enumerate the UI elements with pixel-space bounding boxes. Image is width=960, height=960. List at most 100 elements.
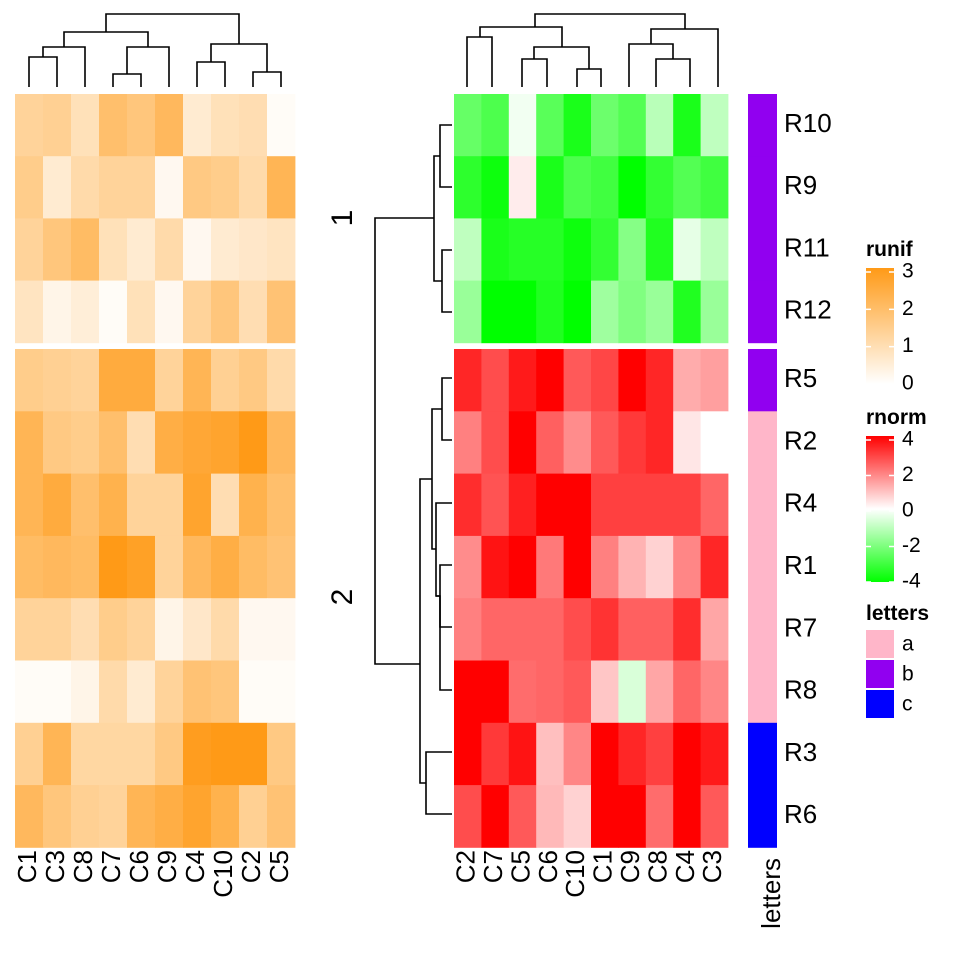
- runif-cell: [267, 94, 296, 157]
- rnorm-cell: [618, 722, 647, 786]
- letters-annotation-cell: [748, 280, 777, 344]
- letters-legend-swatch: [866, 690, 894, 718]
- rnorm-cell: [454, 411, 482, 474]
- row-labels: R10 R9 R11 R12 R5 R2 R4 R1 R7 R8 R3 R6: [784, 108, 832, 829]
- runif-cell: [15, 411, 44, 474]
- runif-cell: [183, 218, 212, 281]
- runif-cell: [155, 598, 184, 661]
- runif-column-label: C3: [40, 850, 70, 883]
- runif-cell: [155, 156, 184, 219]
- row-label: R4: [784, 488, 817, 518]
- rnorm-cell: [563, 473, 592, 537]
- rnorm-cell: [700, 473, 729, 537]
- runif-cell: [43, 785, 72, 848]
- runif-cell: [267, 473, 296, 537]
- runif-cell: [183, 349, 212, 412]
- rnorm-cell: [454, 785, 482, 848]
- rnorm-row-dendrogram: [374, 124, 452, 815]
- runif-cell: [211, 94, 240, 157]
- letters-annotation-cell: [748, 722, 777, 786]
- runif-cell: [99, 785, 128, 848]
- rnorm-cell: [481, 598, 510, 661]
- rnorm-cell: [645, 598, 674, 661]
- runif-column-label: C6: [124, 850, 154, 883]
- letters-annotation-cell: [748, 156, 777, 219]
- rnorm-column-label: C3: [697, 850, 727, 883]
- rnorm-cell: [481, 94, 510, 157]
- rnorm-cell: [591, 785, 619, 848]
- runif-cell: [211, 722, 240, 786]
- rnorm-cell: [481, 349, 510, 412]
- row-split-label: 1: [326, 210, 359, 227]
- letters-annotation-cell: [748, 660, 777, 724]
- rnorm-cell: [618, 280, 647, 344]
- runif-column-dendrogram: [28, 13, 282, 87]
- runif-cell: [43, 218, 72, 281]
- rnorm-cell: [508, 280, 537, 344]
- rnorm-cell: [673, 535, 701, 599]
- rnorm-cell: [481, 280, 510, 344]
- rnorm-cell: [618, 598, 647, 661]
- runif-cell: [15, 535, 44, 599]
- letters-annotation-cell: [748, 94, 777, 157]
- rnorm-cell: [700, 349, 729, 412]
- rnorm-cell: [591, 156, 619, 219]
- rnorm-cell: [700, 722, 729, 786]
- runif-cell: [155, 411, 184, 474]
- runif-cell: [155, 722, 184, 786]
- runif-cell: [211, 218, 240, 281]
- rnorm-cell: [700, 280, 729, 344]
- rnorm-cell: [454, 535, 482, 599]
- rnorm-cell: [591, 722, 619, 786]
- runif-cell: [43, 280, 72, 344]
- runif-cell: [211, 280, 240, 344]
- rnorm-cell: [645, 722, 674, 786]
- rnorm-cell: [536, 156, 564, 219]
- runif-cell: [15, 473, 44, 537]
- rnorm-cell: [591, 280, 619, 344]
- rnorm-cell: [536, 349, 564, 412]
- rnorm-cell: [508, 473, 537, 537]
- runif-cell: [127, 598, 156, 661]
- runif-cell: [43, 349, 72, 412]
- rnorm-cell: [481, 473, 510, 537]
- rnorm-cell: [673, 156, 701, 219]
- runif-cell: [239, 473, 268, 537]
- rnorm-cell: [481, 218, 510, 281]
- rnorm-column-label: C10: [560, 850, 590, 898]
- rnorm-cell: [618, 473, 647, 537]
- rnorm-cell: [536, 411, 564, 474]
- rnorm-cell: [563, 598, 592, 661]
- rnorm-cell: [563, 411, 592, 474]
- runif-cell: [71, 94, 100, 157]
- rnorm-cell: [618, 785, 647, 848]
- row-label: R12: [784, 295, 832, 325]
- runif-color-bar: [866, 268, 894, 384]
- rnorm-cell: [454, 722, 482, 786]
- runif-cell: [155, 660, 184, 724]
- runif-cell: [15, 722, 44, 786]
- rnorm-cell: [481, 660, 510, 724]
- rnorm-cell: [536, 280, 564, 344]
- runif-legend-ticks: 3 2 1 0: [866, 260, 914, 395]
- rnorm-cell: [536, 660, 564, 724]
- rnorm-cell: [508, 722, 537, 786]
- rnorm-cell: [536, 785, 564, 848]
- rnorm-column-label: C4: [670, 850, 700, 883]
- rnorm-tick-label: 0: [902, 499, 914, 522]
- rnorm-cell: [645, 349, 674, 412]
- runif-cell: [71, 280, 100, 344]
- runif-column-label: C8: [68, 850, 98, 883]
- rnorm-cell: [563, 280, 592, 344]
- runif-cell: [239, 535, 268, 599]
- runif-cell: [99, 280, 128, 344]
- annotation-axis-label: letters: [756, 858, 786, 929]
- runif-cell: [183, 598, 212, 661]
- rnorm-cell: [700, 785, 729, 848]
- rnorm-tick-label: -4: [902, 570, 921, 593]
- rnorm-cell: [563, 156, 592, 219]
- runif-cell: [99, 218, 128, 281]
- rnorm-cell: [481, 156, 510, 219]
- rnorm-cell: [563, 94, 592, 157]
- runif-cell: [99, 473, 128, 537]
